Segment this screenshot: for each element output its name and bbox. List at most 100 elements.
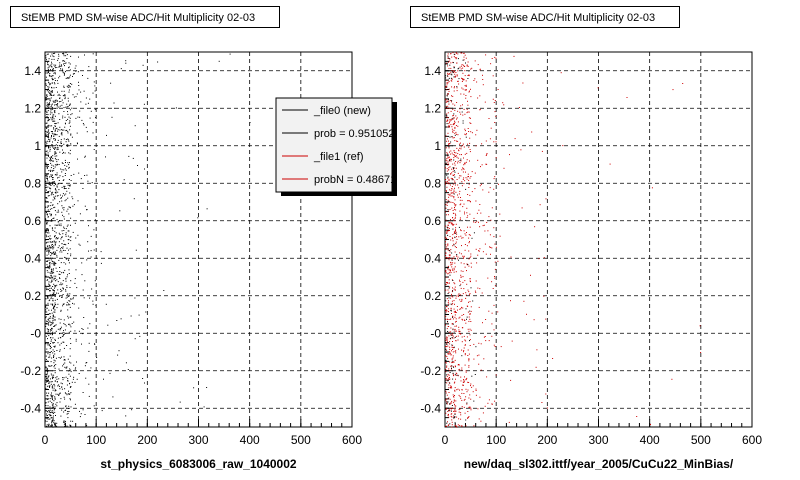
data-point [128, 155, 130, 157]
data-point [51, 424, 53, 425]
data-point [533, 319, 535, 321]
data-point [495, 141, 497, 143]
data-point [446, 342, 448, 344]
data-point [492, 75, 494, 77]
data-point [455, 410, 457, 412]
data-point [72, 205, 74, 207]
data-point [453, 375, 454, 377]
data-point [454, 413, 456, 415]
data-point [56, 100, 58, 102]
data-point [445, 105, 447, 107]
data-point [52, 68, 54, 70]
data-point [64, 359, 66, 360]
data-point [69, 184, 71, 186]
data-point [53, 94, 55, 96]
data-point [68, 262, 70, 264]
data-point [70, 55, 72, 57]
data-point [495, 57, 497, 59]
data-point [446, 351, 448, 353]
data-point [538, 258, 540, 260]
data-point [497, 260, 499, 262]
data-point [64, 194, 66, 196]
data-point [448, 265, 449, 267]
data-point [454, 132, 456, 134]
data-point [77, 143, 78, 145]
data-point [446, 276, 448, 278]
data-point [63, 363, 65, 365]
data-point [469, 339, 471, 341]
data-point [66, 407, 68, 409]
data-point [448, 331, 450, 333]
data-point [462, 143, 464, 145]
data-point [67, 315, 69, 317]
data-point [450, 173, 452, 175]
data-point [57, 237, 59, 239]
data-point [55, 174, 57, 176]
data-point [48, 195, 50, 197]
data-point [493, 188, 495, 190]
data-point [49, 406, 51, 408]
data-point [47, 318, 49, 320]
data-point [59, 194, 61, 196]
data-point [457, 194, 458, 196]
data-point [467, 176, 469, 178]
data-point [48, 253, 50, 255]
data-point [86, 425, 88, 427]
data-point [468, 320, 470, 322]
data-point [455, 374, 457, 376]
data-point [466, 336, 468, 338]
data-point [459, 175, 461, 177]
data-point [454, 86, 455, 88]
data-point [125, 415, 127, 417]
data-point [57, 337, 59, 339]
data-point [449, 201, 451, 203]
data-point [530, 274, 531, 276]
data-point [461, 199, 463, 201]
data-point [457, 172, 459, 174]
data-point [448, 335, 450, 337]
data-point [543, 257, 545, 259]
data-point [451, 118, 453, 120]
data-point [447, 243, 449, 245]
data-point [452, 344, 454, 346]
data-point [52, 269, 54, 271]
data-point [468, 131, 470, 132]
data-point [462, 327, 464, 329]
data-point [51, 398, 53, 400]
data-point [94, 219, 96, 221]
data-point [464, 85, 466, 87]
data-point [47, 333, 49, 335]
y-tick-label: 1 [434, 139, 441, 153]
data-point [64, 256, 66, 258]
data-point [47, 186, 49, 188]
data-point [462, 72, 464, 74]
data-point [68, 77, 70, 79]
data-point [478, 418, 480, 420]
data-point [51, 94, 52, 96]
data-point [49, 345, 51, 347]
data-point [457, 196, 459, 198]
data-point [69, 300, 71, 302]
data-point [53, 196, 55, 198]
data-point [54, 380, 56, 382]
data-point [69, 69, 71, 71]
data-point [70, 240, 72, 242]
data-point [50, 351, 52, 352]
data-point [455, 378, 456, 380]
data-point [45, 417, 47, 419]
data-point [460, 253, 462, 255]
data-point [446, 298, 448, 300]
data-point [452, 351, 454, 353]
data-point [454, 207, 455, 208]
data-point [67, 417, 69, 419]
data-point [48, 91, 49, 93]
data-point [54, 408, 55, 410]
data-point [53, 316, 55, 318]
data-point [453, 53, 455, 55]
data-point [454, 411, 456, 413]
data-point [65, 280, 67, 282]
data-point [452, 124, 454, 126]
data-point [483, 336, 485, 338]
data-point [451, 70, 453, 72]
data-point [449, 193, 451, 195]
